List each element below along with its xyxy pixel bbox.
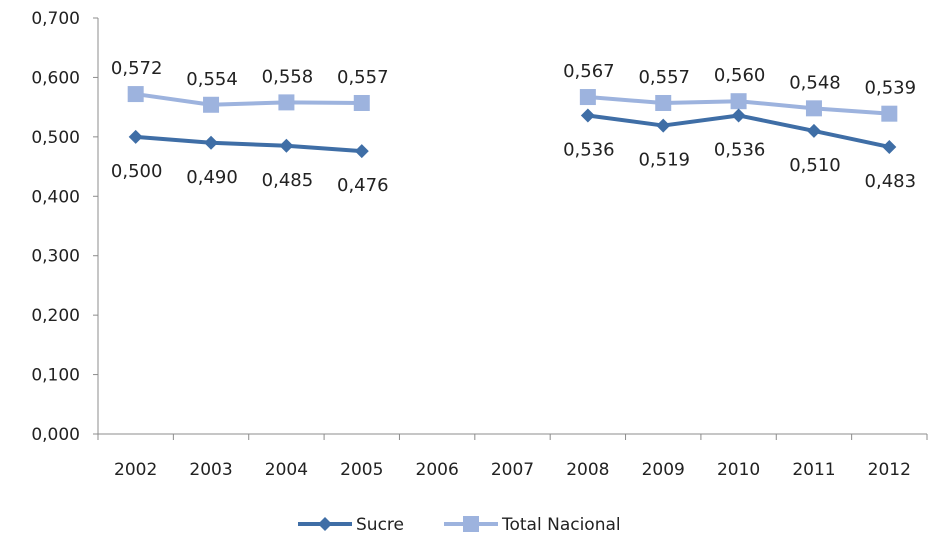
x-tick-label: 2007	[491, 460, 534, 480]
data-label: 0,572	[111, 58, 163, 79]
data-point	[882, 139, 897, 154]
legend-marker	[318, 517, 332, 531]
data-point	[655, 94, 672, 111]
data-label: 0,483	[865, 171, 917, 192]
data-label: 0,500	[111, 161, 163, 182]
data-point	[353, 94, 370, 111]
data-label: 0,476	[337, 175, 389, 196]
x-tick-label: 2006	[416, 460, 459, 480]
axes: 0,000 0,100 0,200 0,300 0,400 0,500 0,600 0,700…	[31, 9, 928, 480]
data-label: 0,558	[262, 66, 314, 87]
data-label: 0,560	[714, 65, 766, 86]
data-label: 0,554	[186, 69, 238, 90]
data-label: 0,557	[638, 67, 690, 88]
y-tick-label: 0,600	[31, 68, 80, 88]
data-point	[278, 94, 295, 111]
series-total-nacional	[127, 86, 898, 122]
data-point	[579, 89, 596, 106]
data-point	[279, 138, 294, 153]
x-tick-label: 2003	[189, 460, 232, 480]
data-point	[881, 105, 898, 122]
legend-item-sucre: Sucre	[298, 515, 404, 535]
data-point	[354, 144, 369, 159]
data-point	[204, 135, 219, 150]
x-tick-label: 2011	[792, 460, 835, 480]
data-point	[128, 129, 143, 144]
data-point	[127, 86, 144, 103]
y-tick-label: 0,700	[31, 9, 80, 29]
data-point	[203, 96, 220, 113]
x-tick-label: 2008	[566, 460, 609, 480]
y-tick-label: 0,000	[31, 425, 80, 445]
data-label: 0,519	[638, 150, 690, 171]
data-label: 0,567	[563, 61, 615, 82]
data-point	[805, 100, 822, 117]
x-tick-label: 2004	[265, 460, 308, 480]
data-label: 0,536	[563, 139, 615, 160]
series-sucre	[128, 108, 897, 159]
y-tick-label: 0,500	[31, 128, 80, 148]
legend-label: Total Nacional	[501, 515, 621, 535]
x-tick-label: 2012	[868, 460, 911, 480]
legend-label: Sucre	[356, 515, 404, 535]
series-line	[135, 92, 362, 107]
data-label: 0,490	[186, 167, 238, 188]
data-label: 0,536	[714, 139, 766, 160]
series-layer	[127, 86, 898, 159]
x-tick-label: 2005	[340, 460, 383, 480]
y-tick-label: 0,300	[31, 247, 80, 267]
data-point	[806, 123, 821, 138]
x-tick-label: 2002	[114, 460, 157, 480]
data-label: 0,539	[865, 78, 917, 99]
legend-item-total-nacional: Total Nacional	[444, 515, 621, 535]
series-line	[135, 134, 362, 154]
legend: Sucre Total Nacional	[298, 515, 621, 535]
y-tick-label: 0,200	[31, 306, 80, 326]
y-tick-label: 0,400	[31, 187, 80, 207]
data-point	[656, 118, 671, 133]
data-point	[730, 93, 747, 110]
x-tick-label: 2009	[642, 460, 685, 480]
data-labels: 0,572 0,554 0,558 0,557 0,567 0,557 0,560 0,548…	[111, 58, 916, 196]
y-tick-label: 0,100	[31, 366, 80, 386]
data-point	[731, 108, 746, 123]
data-label: 0,557	[337, 67, 389, 88]
x-tick-label: 2010	[717, 460, 760, 480]
data-label: 0,548	[789, 72, 841, 93]
data-label: 0,510	[789, 155, 841, 176]
data-point	[580, 108, 595, 123]
legend-marker	[463, 516, 479, 532]
data-label: 0,485	[262, 170, 314, 191]
